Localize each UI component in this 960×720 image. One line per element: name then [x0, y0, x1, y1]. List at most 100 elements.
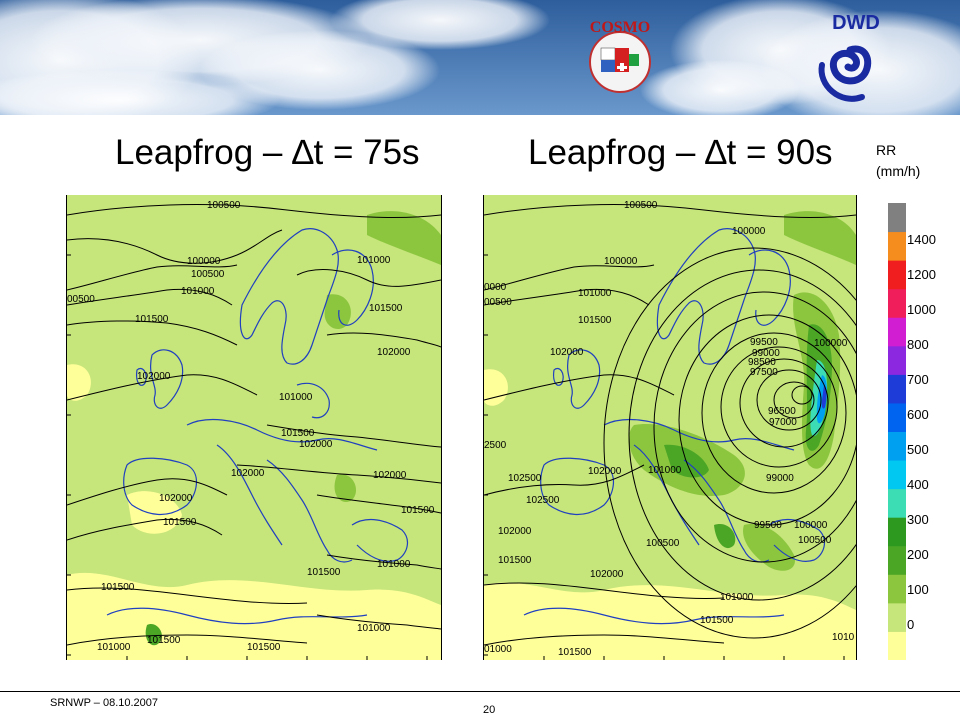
legend-swatch: [888, 231, 906, 261]
legend-tick-label: 500: [907, 442, 929, 457]
left-isobar-label: 101500: [163, 517, 197, 528]
left-isobar-label: 101500: [307, 567, 341, 578]
left-isobar-label: 101500: [147, 635, 181, 646]
left-isobar-label: 102000: [137, 371, 171, 382]
legend-swatch: [888, 602, 906, 632]
left-isobar-label: 101000: [279, 392, 313, 403]
right-map-svg: 100500 100000 100000 0000 101000 00500 1…: [483, 195, 905, 660]
legend-tick-label: 200: [907, 547, 929, 562]
right-isobar-label: 100000: [814, 338, 848, 349]
legend-swatch: [888, 574, 906, 604]
legend-swatch: [888, 431, 906, 461]
right-precip-map: 100500 100000 100000 0000 101000 00500 1…: [483, 195, 905, 660]
dwd-logo-text: DWD: [832, 12, 880, 34]
right-isobar-label: 1010: [832, 632, 855, 643]
left-isobar-label: 100500: [207, 200, 241, 211]
right-isobar-label: 102500: [526, 495, 560, 506]
left-isobar-label: 100500: [191, 269, 225, 280]
legend-tick-label: 400: [907, 477, 929, 492]
legend-swatch: [888, 260, 906, 290]
right-isobar-label: 101000: [578, 288, 612, 299]
left-isobar-label: 101500: [135, 314, 169, 325]
right-isobar-label: 01000: [484, 644, 512, 655]
right-isobar-label: 97000: [769, 417, 797, 428]
right-isobar-label: 102000: [498, 526, 532, 537]
right-isobar-label: 99000: [752, 348, 780, 359]
right-isobar-label: 0000: [484, 282, 507, 293]
legend-unit-mmh: (mm/h): [876, 163, 921, 179]
legend-swatch: [888, 317, 906, 347]
left-isobar-label: 102000: [377, 347, 411, 358]
legend-swatch: [888, 203, 906, 233]
legend-swatch: [888, 631, 906, 660]
right-panel-title: Leapfrog – ∆t = 90s: [528, 133, 833, 172]
footer-text: SRNWP – 08.10.2007: [50, 697, 159, 709]
left-isobar-label: 100000: [187, 256, 221, 267]
left-precip-map: 100500 100000 100500 101000 00500 101000…: [66, 195, 442, 660]
left-isobar-label: 102000: [159, 493, 193, 504]
right-isobar-label: 100000: [794, 520, 828, 531]
right-isobar-label: 101500: [498, 555, 532, 566]
right-isobar-label: 102000: [550, 347, 584, 358]
legend-swatch: [888, 345, 906, 375]
legend-tick-label: 600: [907, 407, 929, 422]
right-isobar-label: 100500: [646, 538, 680, 549]
right-isobar-label: 99500: [754, 520, 782, 531]
left-isobar-label: 101500: [369, 303, 403, 314]
left-isobar-label: 101000: [357, 623, 391, 634]
right-isobar-label: 101500: [558, 647, 592, 658]
left-isobar-label: 101500: [247, 642, 281, 653]
right-isobar-label: 100000: [732, 226, 766, 237]
right-isobar-label: 00500: [484, 297, 512, 308]
color-legend-bar: [888, 203, 906, 660]
right-isobar-label: 97500: [750, 367, 778, 378]
legend-swatch: [888, 460, 906, 490]
legend-tick-label: 700: [907, 372, 929, 387]
legend-swatch: [888, 545, 906, 575]
legend-tick-label: 800: [907, 337, 929, 352]
left-isobar-label: 102000: [231, 468, 265, 479]
header-banner: COSMO DWD: [0, 0, 960, 115]
right-isobar-label: 99000: [766, 473, 794, 484]
right-isobar-label: 102000: [590, 569, 624, 580]
right-isobar-label: 98500: [748, 357, 776, 368]
footer-divider: [0, 691, 960, 692]
left-isobar-label: 00500: [67, 294, 95, 305]
cosmo-logo: COSMO: [589, 19, 651, 93]
legend-tick-label: 0: [907, 617, 915, 632]
right-isobar-label: 101000: [720, 592, 754, 603]
legend-swatch: [888, 288, 906, 318]
right-isobar-label: 99500: [750, 337, 778, 348]
left-isobar-label: 101500: [101, 582, 135, 593]
legend-tick-label: 1000: [907, 302, 936, 317]
left-isobar-label: 102000: [373, 470, 407, 481]
legend-tick-label: 1400: [907, 232, 936, 247]
left-isobar-label: 102000: [299, 439, 333, 450]
legend-unit-label: RR (mm/h): [876, 140, 920, 182]
left-isobar-label: 101000: [357, 255, 391, 266]
left-isobar-label: 101500: [281, 428, 315, 439]
legend-swatch: [888, 374, 906, 404]
right-isobar-label: 96500: [768, 406, 796, 417]
left-map-svg: 100500 100000 100500 101000 00500 101000…: [66, 195, 442, 660]
right-isobar-label: 100500: [624, 200, 658, 211]
cosmo-logo-text: COSMO: [590, 19, 650, 36]
legend-tick-label: 100: [907, 582, 929, 597]
legend-swatch: [888, 517, 906, 547]
sky-banner-image: [0, 0, 960, 115]
right-isobar-label: 2500: [484, 440, 507, 451]
dwd-logo: DWD: [818, 12, 880, 102]
legend-swatch: [888, 488, 906, 518]
right-isobar-label: 101000: [648, 465, 682, 476]
page-number: 20: [483, 704, 496, 716]
legend-tick-label: 300: [907, 512, 929, 527]
left-isobar-label: 101000: [181, 286, 215, 297]
legend-unit-rr: RR: [876, 142, 897, 158]
right-isobar-label: 101500: [700, 615, 734, 626]
legend-tick-label: 1200: [907, 267, 936, 282]
right-isobar-label: 100000: [604, 256, 638, 267]
legend-swatch: [888, 402, 906, 432]
left-isobar-label: 101000: [377, 559, 411, 570]
right-isobar-label: 102000: [588, 466, 622, 477]
left-isobar-label: 101500: [401, 505, 435, 516]
